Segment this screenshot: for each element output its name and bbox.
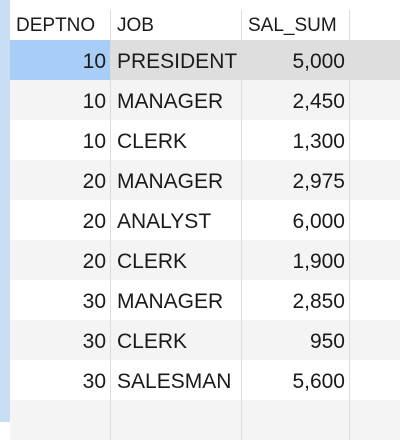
cell-empty <box>350 240 400 280</box>
cell-deptno[interactable]: 20 <box>10 240 111 280</box>
column-header-sal-sum[interactable]: SAL_SUM <box>242 10 350 40</box>
cell-sal-sum[interactable]: 1,300 <box>242 120 350 160</box>
cell-deptno[interactable]: 10 <box>10 120 111 160</box>
cell-deptno[interactable]: 10 <box>10 80 111 120</box>
cell-empty <box>350 40 400 80</box>
cell-deptno[interactable]: 10 <box>10 40 111 80</box>
cell-empty <box>350 80 400 120</box>
cell-sal-sum[interactable]: 1,900 <box>242 240 350 280</box>
cell-sal-sum[interactable]: 2,450 <box>242 80 350 120</box>
cell-empty <box>350 160 400 200</box>
cell-sal-sum[interactable]: 5,000 <box>242 40 350 80</box>
cell-job[interactable]: MANAGER <box>111 80 242 120</box>
cell-job[interactable]: CLERK <box>111 320 242 360</box>
column-header-empty <box>350 10 400 40</box>
cell-empty <box>350 280 400 320</box>
cell-deptno[interactable] <box>10 400 111 440</box>
cell-sal-sum[interactable] <box>242 400 350 440</box>
cell-deptno[interactable]: 20 <box>10 160 111 200</box>
cell-job[interactable]: MANAGER <box>111 160 242 200</box>
cell-sal-sum[interactable]: 2,975 <box>242 160 350 200</box>
cell-empty <box>350 200 400 240</box>
cell-empty <box>350 360 400 400</box>
cell-deptno[interactable]: 30 <box>10 280 111 320</box>
table-row[interactable]: 10 PRESIDENT 5,000 <box>10 40 400 80</box>
cell-deptno[interactable]: 20 <box>10 200 111 240</box>
cell-job[interactable]: PRESIDENT <box>111 40 242 80</box>
table-row[interactable]: 10 MANAGER 2,450 <box>10 80 400 120</box>
table-row[interactable] <box>10 400 400 440</box>
cell-job[interactable] <box>111 400 242 440</box>
table-row[interactable]: 10 CLERK 1,300 <box>10 120 400 160</box>
cell-job[interactable]: ANALYST <box>111 200 242 240</box>
cell-job[interactable]: MANAGER <box>111 280 242 320</box>
table-row[interactable]: 20 MANAGER 2,975 <box>10 160 400 200</box>
cell-deptno[interactable]: 30 <box>10 320 111 360</box>
column-header-deptno[interactable]: DEPTNO <box>10 10 111 40</box>
table-row[interactable]: 30 CLERK 950 <box>10 320 400 360</box>
cell-job[interactable]: CLERK <box>111 120 242 160</box>
cell-deptno[interactable]: 30 <box>10 360 111 400</box>
cell-empty <box>350 320 400 360</box>
cell-sal-sum[interactable]: 5,600 <box>242 360 350 400</box>
cell-job[interactable]: SALESMAN <box>111 360 242 400</box>
cell-sal-sum[interactable]: 2,850 <box>242 280 350 320</box>
cell-job[interactable]: CLERK <box>111 240 242 280</box>
table-row[interactable]: 30 MANAGER 2,850 <box>10 280 400 320</box>
cell-empty <box>350 400 400 440</box>
column-header-job[interactable]: JOB <box>111 10 242 40</box>
table-row[interactable]: 20 ANALYST 6,000 <box>10 200 400 240</box>
table-row[interactable]: 30 SALESMAN 5,600 <box>10 360 400 400</box>
table-row[interactable]: 20 CLERK 1,900 <box>10 240 400 280</box>
header-row: DEPTNO JOB SAL_SUM <box>10 10 400 40</box>
cell-sal-sum[interactable]: 6,000 <box>242 200 350 240</box>
row-marker-bar <box>0 0 10 422</box>
cell-sal-sum[interactable]: 950 <box>242 320 350 360</box>
cell-empty <box>350 120 400 160</box>
